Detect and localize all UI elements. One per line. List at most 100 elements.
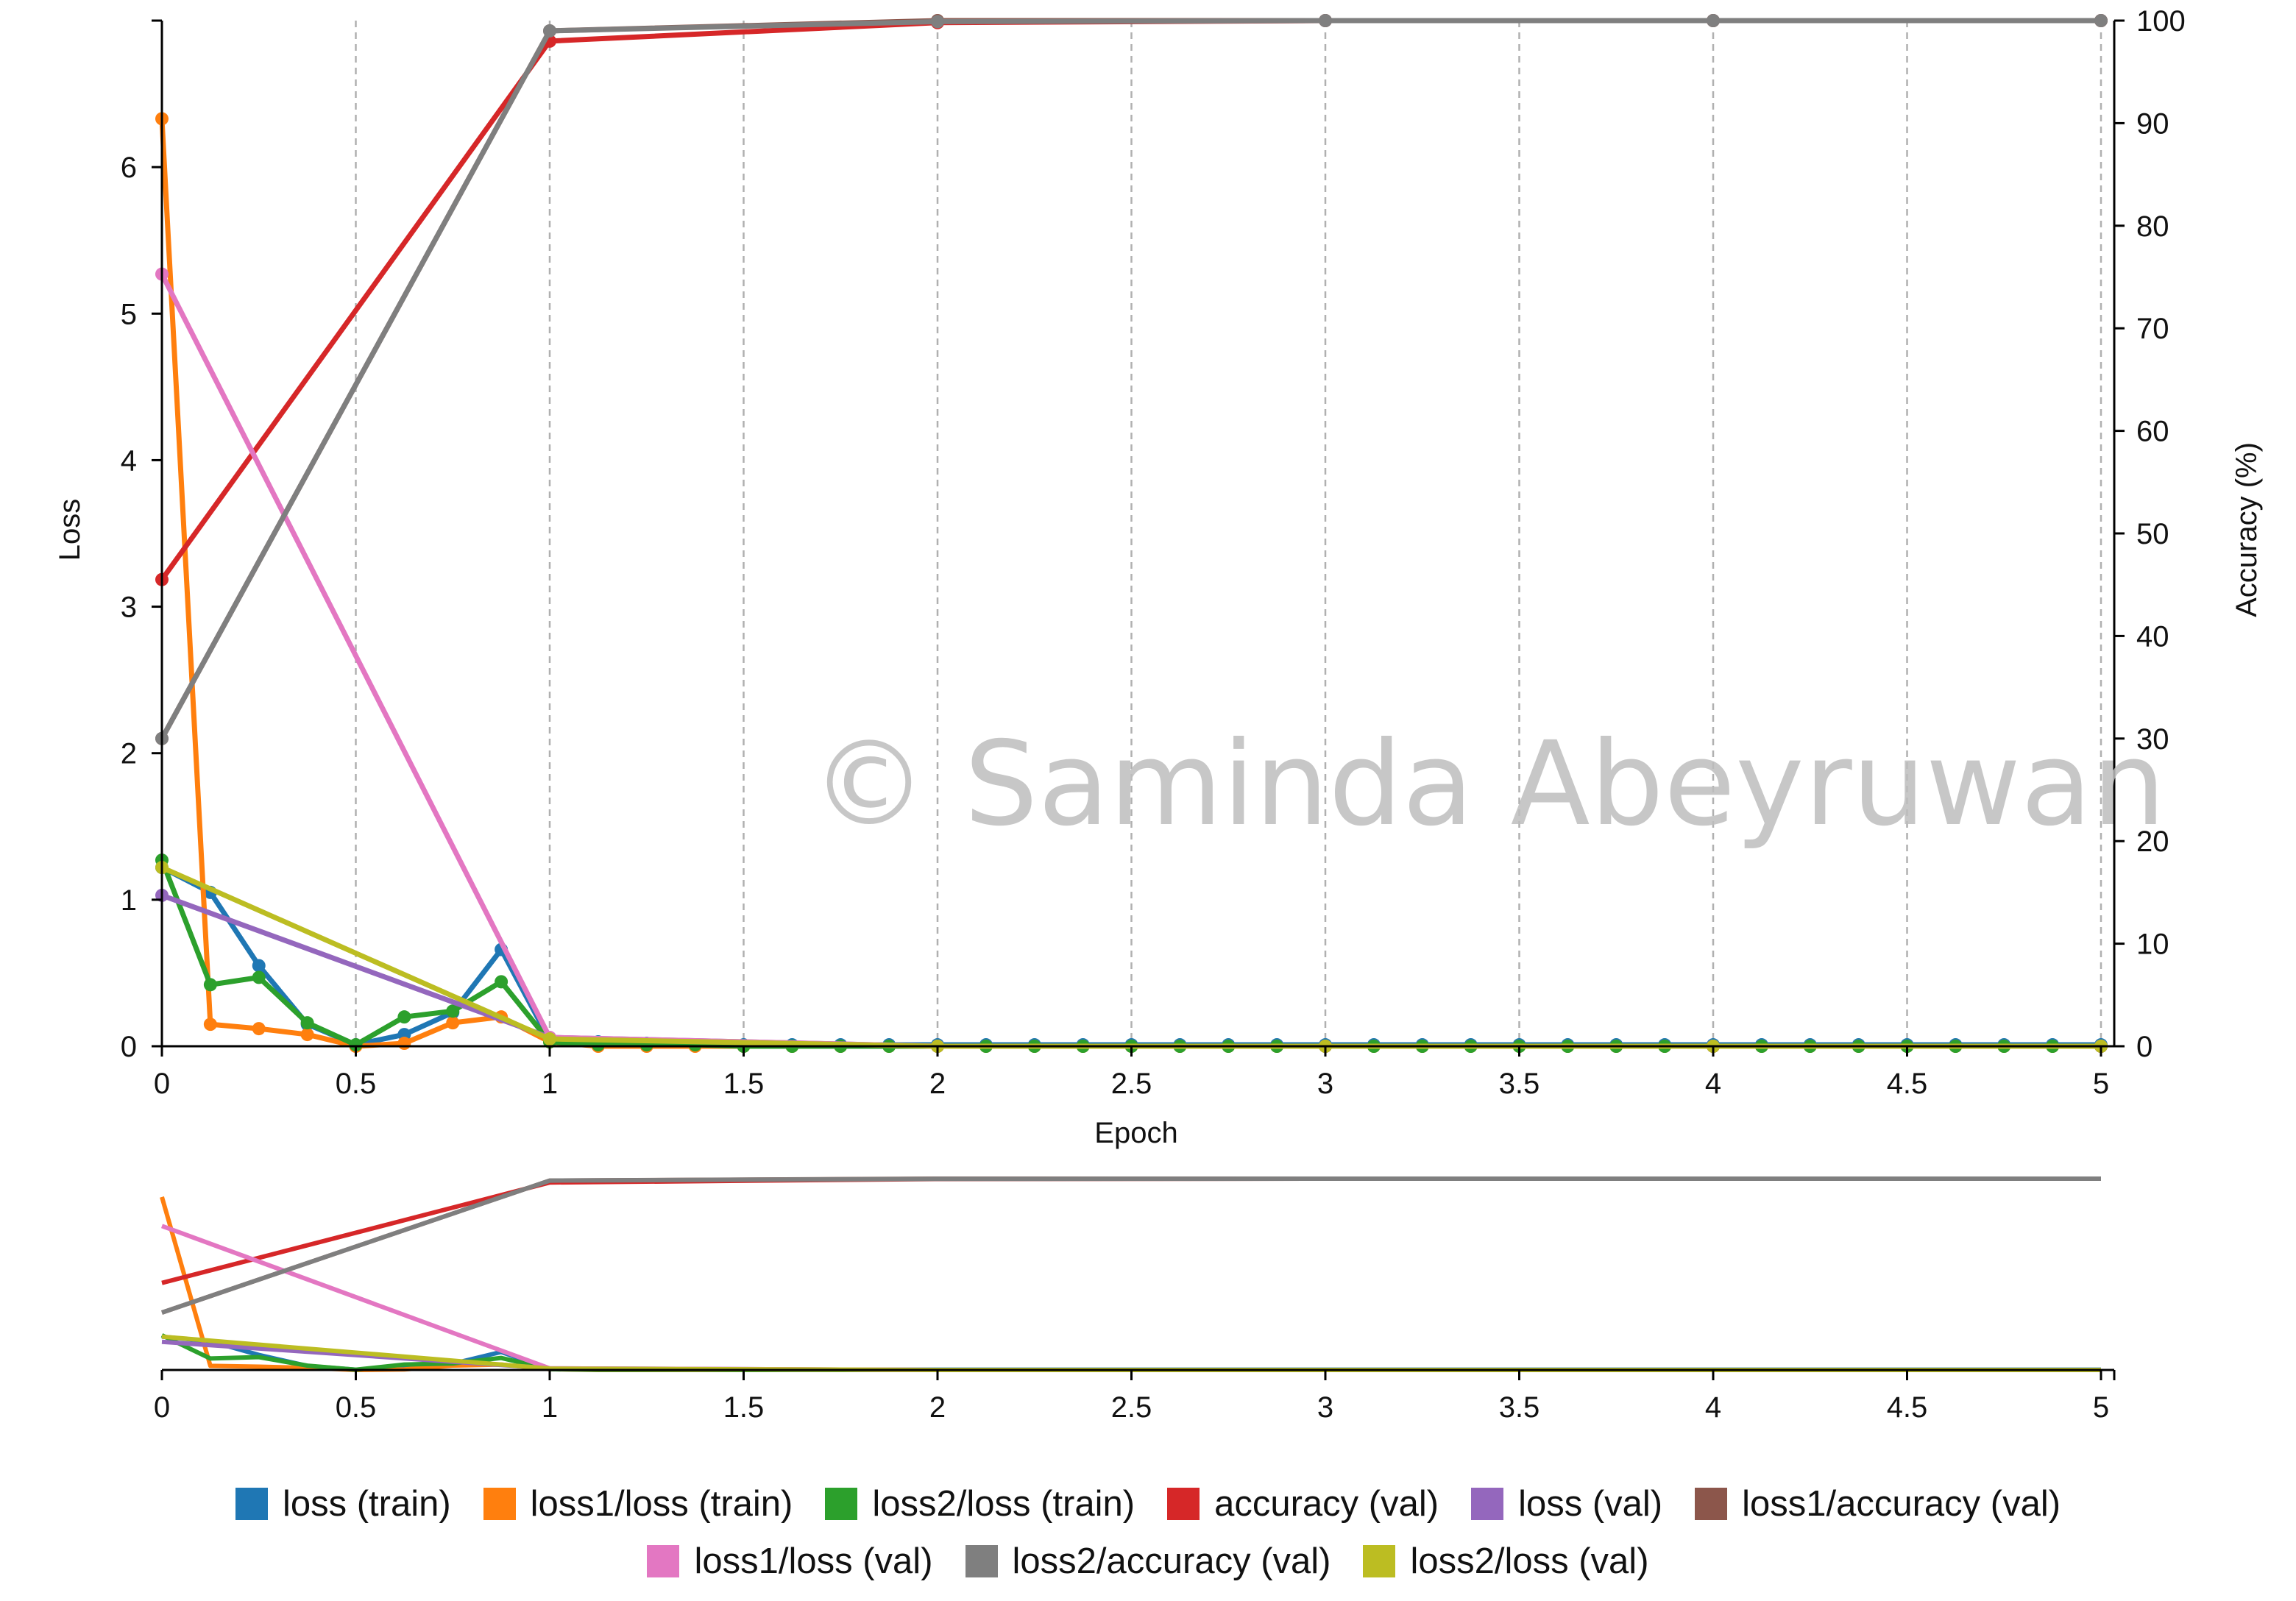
legend-swatch — [1167, 1488, 1200, 1520]
y2-tick-label-8: 80 — [2136, 210, 2169, 243]
series-1-point-1 — [203, 1018, 217, 1032]
chart-legend: loss (train) loss1/loss (train) loss2/loss… — [0, 1475, 2296, 1590]
legend-label: accuracy (val) — [1214, 1484, 1439, 1524]
axis-layer: 0 0.5 1 1.5 2 2.5 3 3.5 4 4.5 50123456010203040506… — [121, 5, 2186, 1424]
series-2-point-6 — [446, 1004, 460, 1018]
legend-swatch — [483, 1488, 516, 1520]
context-x-tick-label-9: 4.5 — [1887, 1391, 1928, 1424]
series-2-point-1 — [203, 978, 217, 992]
legend-label: loss (train) — [282, 1484, 451, 1524]
context-layer — [160, 1176, 2101, 1372]
legend-label: loss (val) — [1518, 1484, 1663, 1524]
x-tick-label-9: 4.5 — [1887, 1068, 1928, 1100]
context-x-tick-label-3: 1.5 — [723, 1391, 765, 1424]
series-1-point-5 — [397, 1037, 411, 1051]
x-tick-label-2: 1 — [542, 1068, 558, 1100]
context-line-5 — [161, 1176, 2101, 1315]
y2-tick-label-0: 0 — [2136, 1031, 2152, 1063]
x-tick-label-10: 5 — [2093, 1068, 2109, 1100]
legend-swatch — [1695, 1488, 1728, 1520]
context-line-1 — [160, 1196, 2101, 1372]
context-x-tick-label-7: 3.5 — [1499, 1391, 1540, 1424]
x-tick-label-1: 0.5 — [336, 1068, 377, 1100]
x-tick-label-8: 4 — [1705, 1068, 1721, 1100]
series-7-point-3 — [1319, 14, 1332, 27]
chart-svg: 0 0.5 1 1.5 2 2.5 3 3.5 4 4.5 50123456010203040506… — [54, 5, 2263, 1424]
context-x-tick-label-10: 5 — [2093, 1391, 2109, 1424]
context-x-tick-label-1: 0.5 — [336, 1391, 377, 1424]
y2-tick-label-9: 90 — [2136, 107, 2169, 140]
series-7-point-2 — [931, 15, 944, 29]
y2-tick-label-5: 50 — [2136, 518, 2169, 550]
series-2-point-4 — [349, 1038, 363, 1052]
x-tick-label-5: 2.5 — [1111, 1068, 1152, 1100]
series-1-point-3 — [300, 1028, 314, 1042]
legend-item[interactable]: loss (train) — [235, 1483, 451, 1524]
y2-tick-label-2: 20 — [2136, 826, 2169, 858]
context-x-tick-label-2: 1 — [542, 1391, 558, 1424]
legend-item[interactable]: loss1/loss (train) — [483, 1483, 793, 1524]
legend-label: loss1/loss (train) — [530, 1484, 793, 1524]
y2-axis-title: Accuracy (%) — [2231, 442, 2263, 617]
y-tick-label-1: 1 — [121, 884, 137, 917]
legend-swatch — [647, 1545, 680, 1577]
legend-swatch — [1363, 1545, 1396, 1577]
series-1-point-2 — [252, 1022, 266, 1036]
legend-item[interactable]: loss2/loss (train) — [825, 1483, 1135, 1524]
series-2-point-3 — [300, 1016, 314, 1030]
legend-item[interactable]: loss2/accuracy (val) — [965, 1541, 1331, 1582]
legend-row-1: loss1/loss (val) loss2/accuracy (val) loss… — [0, 1533, 2296, 1590]
series-1-point-6 — [446, 1016, 460, 1030]
y2-tick-label-6: 60 — [2136, 416, 2169, 448]
series-8-point-1 — [543, 1032, 556, 1046]
legend-item[interactable]: loss2/loss (val) — [1363, 1541, 1649, 1582]
context-x-tick-label-0: 0 — [154, 1391, 170, 1424]
context-x-tick-label-6: 3 — [1317, 1391, 1333, 1424]
series-0-point-2 — [252, 959, 266, 973]
y2-tick-label-7: 70 — [2136, 313, 2169, 345]
legend-item[interactable]: loss (val) — [1471, 1483, 1662, 1524]
y2-tick-label-3: 30 — [2136, 723, 2169, 756]
y-tick-label-0: 0 — [121, 1031, 137, 1063]
legend-item[interactable]: loss1/loss (val) — [647, 1541, 933, 1582]
x-axis-title: Epoch — [1094, 1117, 1177, 1149]
x-tick-label-7: 3.5 — [1499, 1068, 1540, 1100]
series-7-point-4 — [1707, 14, 1720, 27]
y-tick-label-6: 6 — [121, 152, 137, 184]
context-x-tick-label-8: 4 — [1705, 1391, 1721, 1424]
y-tick-label-5: 5 — [121, 298, 137, 330]
y2-tick-label-1: 10 — [2136, 929, 2169, 961]
series-7-point-5 — [2094, 14, 2108, 27]
legend-item[interactable]: loss1/accuracy (val) — [1695, 1483, 2061, 1524]
legend-row-0: loss (train) loss1/loss (train) loss2/loss… — [0, 1475, 2296, 1533]
series-2-point-2 — [252, 970, 266, 984]
x-tick-label-3: 1.5 — [723, 1068, 765, 1100]
y-axis-title: Loss — [54, 499, 86, 561]
context-line-7 — [161, 1176, 2101, 1315]
x-tick-label-4: 2 — [929, 1068, 946, 1100]
legend-label: loss1/accuracy (val) — [1742, 1484, 2061, 1524]
context-line-3 — [161, 1176, 2101, 1285]
legend-label: loss2/accuracy (val) — [1012, 1541, 1331, 1581]
legend-item[interactable]: accuracy (val) — [1167, 1483, 1439, 1524]
y2-tick-label-4: 40 — [2136, 620, 2169, 653]
series-2-point-7 — [495, 975, 509, 989]
series-7-point-1 — [543, 24, 556, 38]
legend-label: loss2/loss (train) — [872, 1484, 1135, 1524]
context-x-tick-label-5: 2.5 — [1111, 1391, 1152, 1424]
legend-swatch — [965, 1545, 998, 1577]
series-2-point-5 — [397, 1010, 411, 1024]
legend-swatch — [1471, 1488, 1504, 1520]
context-x-tick-label-4: 2 — [929, 1391, 946, 1424]
y-tick-label-4: 4 — [121, 444, 137, 477]
grid-layer — [355, 21, 2102, 1046]
legend-label: loss2/loss (val) — [1410, 1541, 1649, 1581]
y-tick-label-2: 2 — [121, 738, 137, 770]
context-line-6 — [160, 1224, 2101, 1372]
y-tick-label-3: 3 — [121, 592, 137, 624]
watermark-text: © Saminda Abeyruwan — [811, 717, 2166, 852]
x-tick-label-0: 0 — [154, 1068, 170, 1100]
legend-swatch — [235, 1488, 268, 1520]
y2-tick-label-10: 100 — [2136, 5, 2186, 38]
series-line-7 — [159, 18, 2101, 740]
